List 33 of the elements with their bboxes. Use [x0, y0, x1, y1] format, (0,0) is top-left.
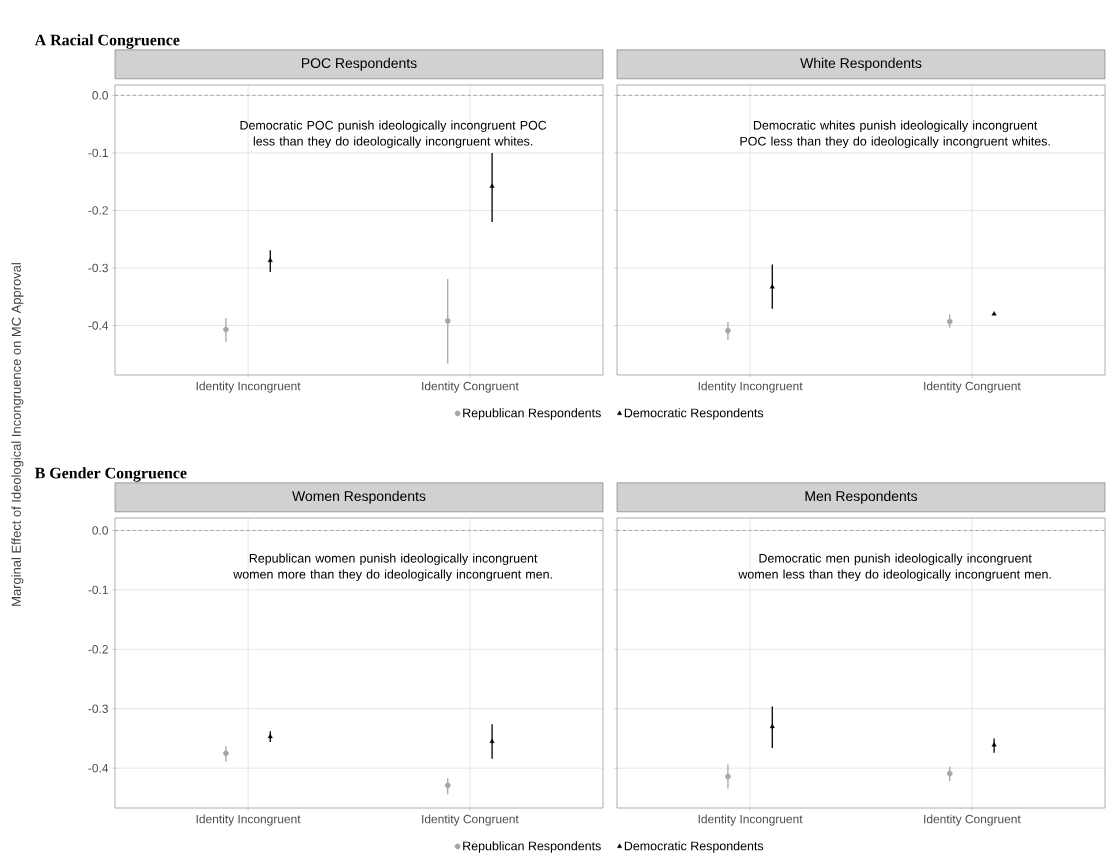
annotation: Republican women punish ideologically incongruent women more than they do ideologically incongruent men. — [233, 553, 552, 582]
y-tick-label: -0.2 — [88, 645, 108, 654]
x-tick-label: Identity Incongruent — [698, 381, 803, 393]
legend-label: Democratic Respondents — [624, 841, 764, 853]
x-tick-label: Identity Incongruent — [196, 381, 301, 393]
chart-title: POC Respondents — [301, 57, 417, 71]
y-tick-label: -0.3 — [88, 263, 108, 273]
y-tick-label: -0.1 — [88, 148, 108, 158]
y-axis-title: Marginal Effect of Ideological Incongruence on MC Approval — [11, 263, 24, 606]
x-tick-label: Identity Congruent — [422, 814, 519, 826]
x-tick-label: Identity Incongruent — [698, 814, 803, 826]
chart-title: Women Respondents — [292, 490, 426, 504]
legend-label: Republican Respondents — [463, 841, 601, 853]
annotation: Democratic POC punish ideologically incongruent POC less than they do ideologically incongruent whites. — [240, 120, 547, 149]
annotation: Democratic whites punish ideologically incongruent POC less than they do ideologically incongruent whites. — [740, 120, 1050, 149]
y-tick-label: -0.4 — [88, 763, 109, 773]
chart-subtitle: B Gender Congruence — [34, 467, 187, 482]
x-tick-label: Identity Congruent — [422, 381, 519, 393]
y-tick-label: -0.1 — [88, 585, 108, 595]
chart-subtitle: A Racial Congruence — [34, 34, 180, 49]
x-tick-label: Identity Congruent — [924, 814, 1021, 826]
y-tick-label: -0.3 — [88, 704, 108, 713]
x-tick-label: Identity Incongruent — [196, 814, 301, 826]
chart-title: Men Respondents — [805, 490, 918, 504]
annotation: Democratic men punish ideologically incongruent women less than they do ideologically incongruent men. — [738, 553, 1051, 582]
x-tick-label: Identity Congruent — [924, 381, 1021, 393]
legend-label: Republican Respondents — [463, 408, 601, 420]
legend-label: Democratic Respondents — [624, 408, 764, 420]
y-tick-label: -0.2 — [88, 206, 108, 215]
y-tick-label: 0.0 — [92, 91, 109, 100]
y-tick-label: -0.4 — [88, 321, 109, 330]
y-tick-label: 0.0 — [92, 526, 109, 535]
chart-title: White Respondents — [800, 57, 922, 71]
